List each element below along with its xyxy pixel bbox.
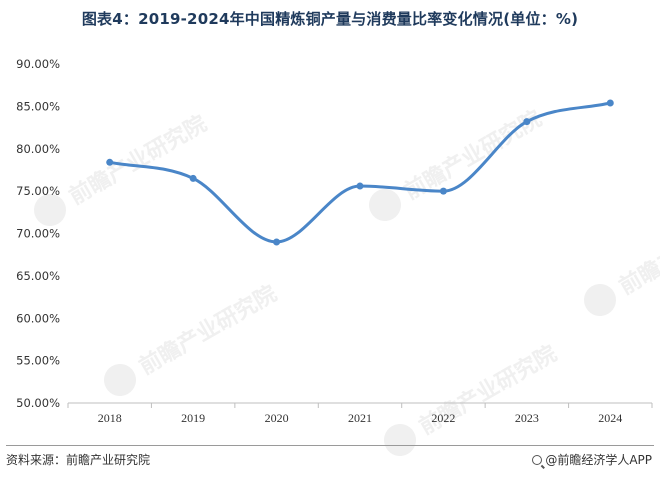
x-tick-label: 2018 [98, 411, 122, 425]
watermark-text: 前瞻产业研究院 [415, 341, 561, 441]
credit-label: @前瞻经济学人APP [532, 451, 652, 468]
watermark-layer: 前瞻产业研究院 前瞻产业研究院 前瞻产业研究院 前瞻产业研究院 前瞻产业研究院 [34, 106, 660, 456]
y-tick-label: 75.00% [16, 184, 60, 198]
x-tick-label: 2021 [348, 411, 372, 425]
y-tick-label: 70.00% [16, 227, 60, 241]
data-point-2022 [439, 187, 447, 195]
y-tick-label: 80.00% [16, 142, 60, 156]
data-point-2018 [106, 158, 114, 166]
x-tick-label: 2022 [431, 411, 455, 425]
watermark-text: 前瞻产业研究院 [65, 111, 211, 211]
y-tick-label: 65.00% [16, 269, 60, 283]
watermark-text: 前瞻产业研究院 [135, 281, 281, 381]
x-tick-label: 2019 [181, 411, 205, 425]
data-point-2020 [273, 238, 281, 246]
x-axis: 2018 2019 2020 2021 2022 2023 2024 [67, 403, 653, 425]
data-point-2019 [189, 174, 197, 182]
data-markers [106, 99, 614, 246]
chart-title: 图表4：2019-2024年中国精炼铜产量与消费量比率变化情况(单位：%) [81, 10, 579, 28]
credit-icon [532, 455, 543, 465]
x-tick-label: 2024 [598, 411, 622, 425]
y-axis: 50.00% 55.00% 60.00% 65.00% 70.00% 75.00% 80.0… [16, 57, 60, 410]
y-tick-label: 90.00% [16, 57, 60, 71]
watermark-text: 前瞻产业研究院 [615, 201, 660, 301]
x-tick-label: 2020 [265, 411, 289, 425]
data-point-2021 [356, 182, 364, 190]
y-tick-label: 60.00% [16, 311, 60, 325]
y-tick-label: 55.00% [16, 354, 60, 368]
y-tick-label: 50.00% [16, 396, 60, 410]
credit-text: @前瞻经济学人APP [545, 453, 652, 467]
data-point-2024 [606, 99, 614, 107]
footer-divider [6, 445, 654, 446]
y-tick-label: 85.00% [16, 99, 60, 113]
data-point-2023 [523, 118, 531, 126]
source-note: 资料来源：前瞻产业研究院 [6, 453, 151, 467]
x-tick-label: 2023 [515, 411, 539, 425]
